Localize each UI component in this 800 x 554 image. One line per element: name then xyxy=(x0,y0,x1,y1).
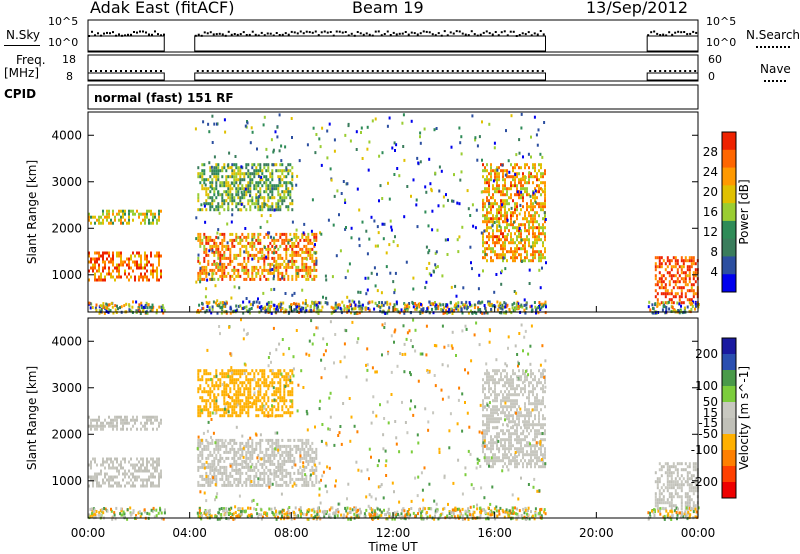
echo-band-3 xyxy=(197,163,294,212)
echo-band-4 xyxy=(482,163,546,263)
scattered-echoes xyxy=(194,112,547,315)
colorbar-tick-0-1: 8 xyxy=(710,245,718,259)
colorbar-tick-0-4: 20 xyxy=(703,185,718,199)
station-title: Adak East (fitACF) xyxy=(90,0,235,17)
colorbar-tick-0-3: 16 xyxy=(703,205,718,219)
colorbar-tick-1-7: -200 xyxy=(691,475,718,489)
y-tick-label-0-1: 2000 xyxy=(51,221,82,235)
noise-left-tick-bottom: 10^0 xyxy=(48,36,79,49)
x-axis-label: Time UT xyxy=(367,540,418,554)
freq-segment-1 xyxy=(194,72,546,81)
velocity-panel-data xyxy=(88,318,700,521)
echo-band-2 xyxy=(197,232,318,281)
date-title: 13/Sep/2012 xyxy=(586,0,689,17)
freq-left-tick-top: 18 xyxy=(62,53,76,66)
freq-label-2: [MHz] xyxy=(4,66,40,80)
noise-traces xyxy=(87,30,699,52)
x-tick-label-0: 00:00 xyxy=(71,526,106,540)
freq-segment-2 xyxy=(646,72,699,81)
colorbar-label-0: Power [dB] xyxy=(737,179,751,244)
colorbar-tick-1-4: -15 xyxy=(698,416,718,430)
echo-band-0 xyxy=(88,457,162,488)
cpid-label: CPID xyxy=(4,87,37,101)
y-tick-label-1-0: 1000 xyxy=(51,474,82,488)
nave-right-tick-bottom: 0 xyxy=(708,70,715,83)
y-tick-label-0-2: 3000 xyxy=(51,175,82,189)
time-axis: 00:00 04:00 08:00 12:00 16:00 20:00 00:00 Time … xyxy=(71,306,716,554)
echo-band-5 xyxy=(654,256,699,305)
noise-search-legend-line xyxy=(756,46,790,48)
noise-segment-2 xyxy=(646,35,699,52)
colorbar-tick-1-0: 200 xyxy=(695,347,718,361)
freq-label-1: Freq. xyxy=(16,53,46,67)
x-tick-label-1: 04:00 xyxy=(172,526,207,540)
echo-band-2 xyxy=(197,438,318,487)
colorbar-tick-0-5: 24 xyxy=(703,165,718,179)
x-tick-label-4: 16:00 xyxy=(477,526,512,540)
y-tick-label-1-1: 2000 xyxy=(51,427,82,441)
nave-right-tick-top: 60 xyxy=(708,53,722,66)
nave-legend-line xyxy=(764,80,786,82)
echo-band-0 xyxy=(88,251,162,282)
echo-band-3 xyxy=(197,369,294,418)
x-tick-label-5: 20:00 xyxy=(579,526,614,540)
echo-band-1 xyxy=(88,415,162,431)
freq-traces xyxy=(87,70,699,81)
noise-right-tick-bottom: 10^0 xyxy=(706,36,737,49)
colorbar-tick-1-1: 100 xyxy=(695,379,718,393)
colorbar-tick-1-6: -100 xyxy=(691,443,718,457)
noise-sky-label: N.Sky xyxy=(6,28,41,42)
nave-label: Nave xyxy=(760,62,791,76)
power-colorbar: 4 8 12 16 20 24 28 Power [dB] xyxy=(703,131,751,293)
freq-segment-0 xyxy=(87,72,165,81)
y-axis-label-0: Slant Range [km] xyxy=(25,160,39,264)
colorbar-tick-1-2: 50 xyxy=(703,395,718,409)
x-tick-label-3: 12:00 xyxy=(376,526,411,540)
y-tick-label-0-0: 1000 xyxy=(51,268,82,282)
scattered-echoes xyxy=(196,318,547,521)
echo-band-5 xyxy=(654,462,699,511)
colorbar-tick-1-3: 15 xyxy=(703,406,718,420)
colorbar-tick-1-5: -50 xyxy=(698,427,718,441)
noise-right-tick-top: 10^5 xyxy=(706,15,737,28)
x-tick-label-2: 08:00 xyxy=(274,526,309,540)
velocity-panel-axis: 1000 2000 3000 4000 Slant Range [km] xyxy=(25,334,698,488)
colorbar-tick-0-0: 4 xyxy=(710,265,718,279)
colorbar-tick-0-2: 12 xyxy=(703,225,718,239)
freq-left-tick-bottom: 8 xyxy=(66,70,73,83)
y-axis-label-1: Slant Range [km] xyxy=(25,366,39,470)
velocity-panel-frame xyxy=(87,317,699,519)
echo-band-4 xyxy=(482,369,546,469)
noise-segment-1 xyxy=(194,35,546,52)
power-panel-axis: 1000 2000 3000 4000 Slant Range [km] xyxy=(25,128,698,282)
noise-search-label: N.Search xyxy=(746,28,800,42)
noise-segment-0 xyxy=(87,35,165,52)
beam-title: Beam 19 xyxy=(352,0,424,17)
y-tick-label-1-3: 4000 xyxy=(51,334,82,348)
ground-scatter xyxy=(88,506,700,521)
power-panel-data xyxy=(88,112,700,315)
y-tick-label-0-3: 4000 xyxy=(51,128,82,142)
echo-band-1 xyxy=(88,209,162,225)
colorbar-tick-0-6: 28 xyxy=(703,145,718,159)
x-tick-label-6: 00:00 xyxy=(681,526,716,540)
colorbar-label-1: Velocity [m s^-1] xyxy=(737,366,751,470)
noise-sky-legend-line xyxy=(4,45,40,46)
freq-panel-frame xyxy=(87,54,699,82)
ground-scatter xyxy=(88,300,700,315)
cpid-mode: normal (fast) 151 RF xyxy=(94,91,234,105)
noise-left-tick-top: 10^5 xyxy=(48,15,79,28)
y-tick-label-1-2: 3000 xyxy=(51,381,82,395)
cpid-panel-frame xyxy=(87,84,699,110)
